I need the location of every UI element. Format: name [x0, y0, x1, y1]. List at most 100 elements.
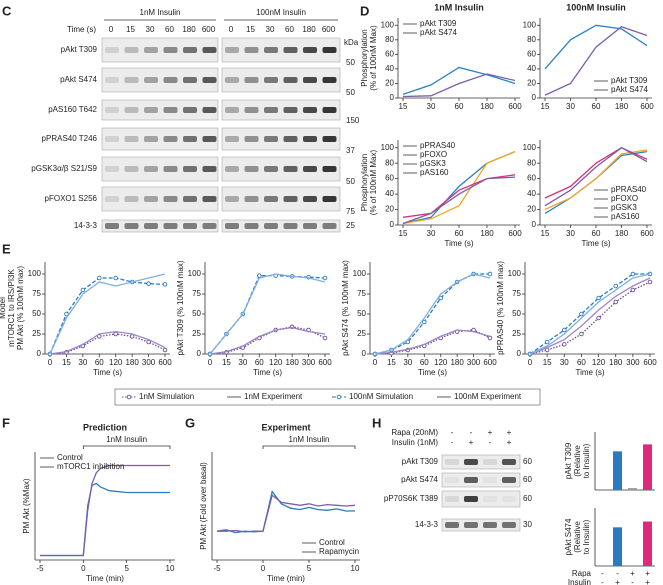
legend-label: pAkt S474	[420, 28, 457, 37]
y-tick-label: 80	[527, 35, 536, 44]
legend-label: pAS160	[420, 168, 449, 177]
series-line	[529, 273, 650, 355]
x-axis-label: Time (min)	[267, 574, 305, 583]
legend-label: pAkt T309	[611, 76, 648, 85]
blot-band	[105, 223, 119, 229]
y-tick-label: 100	[188, 269, 202, 278]
kda-value: 37	[346, 146, 355, 155]
x-tick-label: 180	[609, 358, 623, 367]
blot-band	[105, 196, 119, 202]
y-axis-label: pAkt S474	[564, 518, 573, 555]
series-marker	[162, 347, 168, 353]
y-tick-label: 75	[192, 289, 201, 298]
blot-band	[202, 136, 217, 142]
blot-band	[445, 477, 459, 483]
series-marker	[613, 299, 618, 305]
blot-band	[225, 47, 239, 53]
legend-label: 1nM Simulation	[139, 392, 194, 401]
blot-band	[105, 77, 119, 83]
x-tick-label: 10	[166, 564, 175, 573]
x-tick-label: 60	[592, 102, 601, 111]
blot-strip	[101, 37, 219, 63]
blot-strip	[441, 490, 521, 508]
series-line	[49, 330, 166, 355]
y-tick-label: 25	[512, 329, 521, 338]
x-tick-label: 600	[640, 102, 654, 111]
blot-band	[163, 136, 178, 142]
y-axis-label: (% of 100nM Max)	[369, 149, 378, 215]
blot-band	[124, 166, 139, 172]
blot-band	[483, 496, 497, 502]
series-marker	[596, 295, 601, 301]
legend-label: 100nM Simulation	[349, 392, 413, 401]
blot-band	[303, 196, 317, 202]
blot-band	[264, 107, 278, 113]
y-tick-label: 40	[527, 64, 536, 73]
condition-sign: -	[601, 578, 604, 585]
series-line	[402, 66, 516, 96]
series-line	[374, 329, 491, 355]
blot-strip	[221, 99, 341, 121]
x-tick-label: 0	[261, 564, 266, 573]
x-tick-label: 15	[543, 358, 552, 367]
blot-band	[202, 47, 217, 53]
blot-band	[303, 166, 317, 172]
x-tick-label: 5	[307, 564, 312, 573]
kda-value: 25	[346, 221, 355, 230]
y-axis-label: pAkt T309 (% 100nM max)	[176, 260, 185, 355]
legend-label: pGSK3	[420, 159, 446, 168]
time-axis-label: Time (s)	[67, 25, 96, 34]
group-label: 1nM Insulin	[140, 8, 181, 17]
y-tick-label: 100	[381, 143, 395, 152]
panel-letter: D	[360, 3, 369, 18]
blot-band	[322, 223, 337, 229]
x-tick-label: 0	[208, 358, 213, 367]
kda-value: 60	[523, 475, 532, 484]
blot-band	[464, 459, 478, 465]
y-tick-label: 0	[362, 349, 367, 358]
blot-band	[105, 136, 119, 142]
x-tick-label: 15	[62, 358, 71, 367]
y-axis-label: Phosphorylation	[360, 29, 369, 86]
y-tick-label: 20	[385, 79, 394, 88]
blot-band	[283, 223, 298, 229]
series-line	[49, 273, 166, 355]
blot-band	[464, 496, 478, 502]
y-tick-label: 20	[527, 205, 536, 214]
series-line	[209, 326, 326, 355]
series-line	[544, 25, 648, 96]
y-axis-label: pAkt S474 (% 100nM max)	[341, 260, 350, 356]
blot-band	[264, 223, 278, 229]
blot-band	[483, 459, 497, 465]
y-tick-label: 75	[512, 289, 521, 298]
row-label: pFOXO1 S256	[45, 194, 98, 203]
x-tick-label: 600	[483, 358, 497, 367]
series-marker	[562, 327, 567, 333]
series-line	[217, 494, 356, 533]
x-tick-label: 60	[255, 358, 264, 367]
blot-band	[183, 166, 197, 172]
condition-sign: -	[451, 428, 454, 437]
row-label: pAkt T309	[61, 45, 98, 54]
blot-band	[202, 223, 217, 229]
condition-label: Insulin (1nM)	[392, 438, 439, 447]
blot-strip	[221, 186, 341, 212]
x-tick-label: 180	[285, 358, 299, 367]
x-tick-label: 15	[222, 358, 231, 367]
blot-strip	[101, 186, 219, 212]
series-marker	[113, 275, 118, 281]
series-marker	[647, 279, 653, 285]
blot-band	[244, 196, 259, 202]
row-label: pAkt S474	[60, 75, 97, 84]
kda-value: 60	[523, 494, 532, 503]
y-axis-label: (% of 100nM Max)	[369, 25, 378, 91]
y-tick-label: 50	[357, 309, 366, 318]
blot-band	[322, 107, 337, 113]
x-tick-label: 300	[142, 358, 156, 367]
series-line	[402, 174, 516, 218]
blot-band	[283, 77, 298, 83]
y-tick-label: 80	[527, 158, 536, 167]
y-tick-label: 100	[508, 269, 522, 278]
panel-letter: E	[2, 241, 11, 256]
condition-sign: -	[451, 438, 454, 447]
